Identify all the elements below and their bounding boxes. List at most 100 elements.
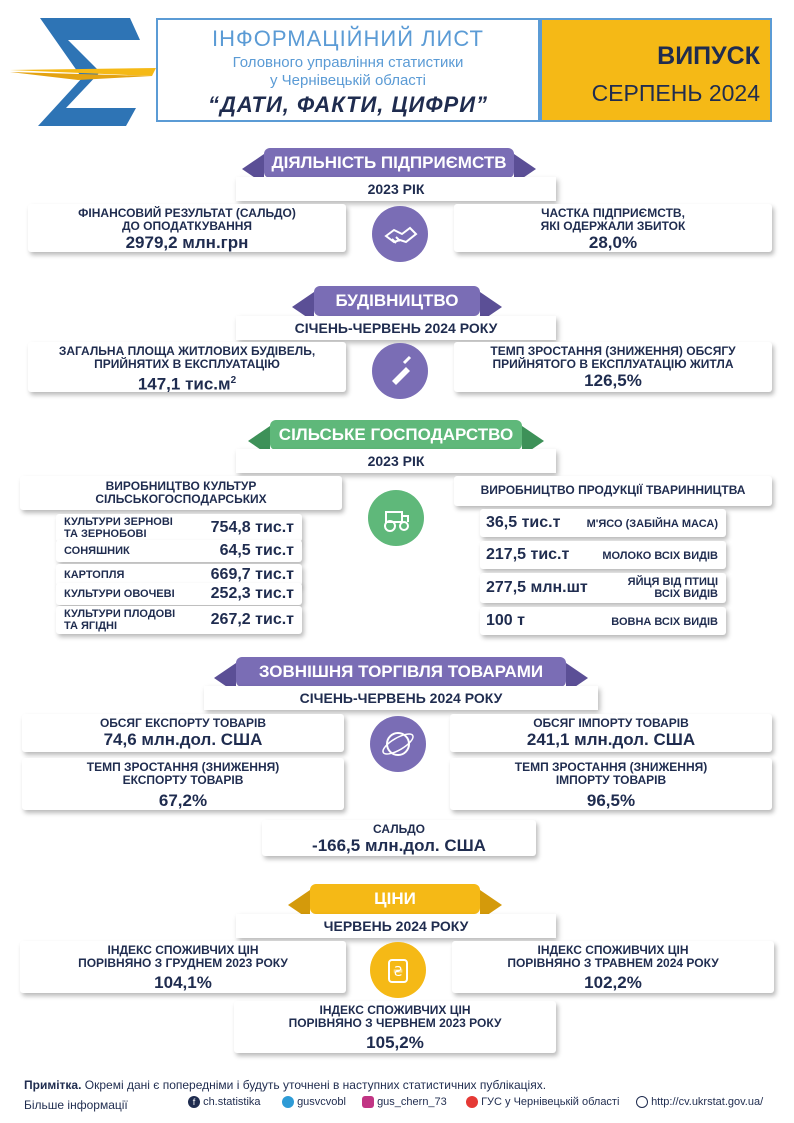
issue-label: ВИПУСК xyxy=(657,42,760,70)
prices-dec-card: ІНДЕКС СПОЖИВЧИХ ЦІН ПОРІВНЯНО З ГРУДНЕМ… xyxy=(20,941,346,993)
livestock-row: 277,5 млн.шт ЯЙЦЯ ВІД ПТИЦІ ВСІХ ВИДІВ xyxy=(480,573,726,603)
header-title: ІНФОРМАЦІЙНИЙ ЛИСТ xyxy=(212,26,484,51)
prices-may-value: 102,2% xyxy=(584,973,642,992)
livestock-label-1: ЯЙЦЯ ВІД ПТИЦІ xyxy=(627,576,718,588)
youtube-link[interactable]: ГУС у Чернівецькій області xyxy=(466,1096,619,1109)
crop-label-1: СОНЯШНИК xyxy=(64,545,130,557)
trade-export-rate-label-1: ТЕМП ЗРОСТАННЯ (ЗНИЖЕННЯ) xyxy=(86,760,280,774)
header-slogan: “ДАТИ, ФАКТИ, ЦИФРИ” xyxy=(207,92,489,117)
youtube-icon xyxy=(466,1096,478,1109)
crop-label-1: КУЛЬТУРИ ПЛОДОВІ xyxy=(64,608,176,620)
enterprises-loss-share-label-2: ЯКІ ОДЕРЖАЛИ ЗБИТОК xyxy=(540,219,686,233)
livestock-value: 277,5 млн.шт xyxy=(486,579,588,596)
livestock-label-1: М'ЯСО (ЗАБІЙНА МАСА) xyxy=(586,518,718,530)
facebook-link[interactable]: f ch.statistika xyxy=(188,1096,261,1109)
trade-import-rate-value: 96,5% xyxy=(586,791,636,810)
agriculture-livestock-title-card: ВИРОБНИЦТВО ПРОДУКЦІЇ ТВАРИННИЦТВА xyxy=(454,476,772,506)
construction-growth-value: 126,5% xyxy=(584,371,642,390)
crop-row: КУЛЬТУРИ ЗЕРНОВІ ТА ЗЕРНОБОВІ 754,8 тис.т xyxy=(56,514,302,542)
livestock-value: 217,5 тис.т xyxy=(486,546,570,563)
web-link[interactable]: http://cv.ukrstat.gov.ua/ xyxy=(636,1096,763,1109)
web-icon xyxy=(636,1096,648,1109)
construction-growth-label-2: ПРИЙНЯТОГО В ЕКСПЛУАТАЦІЮ ЖИТЛА xyxy=(492,357,734,371)
trade-title-ribbon: ЗОВНІШНЯ ТОРГІВЛЯ ТОВАРАМИ xyxy=(214,657,588,693)
crop-value: 267,2 тис.т xyxy=(210,611,294,628)
livestock-value: 36,5 тис.т xyxy=(486,514,561,531)
livestock-label-1: ВОВНА ВСІХ ВИДІВ xyxy=(611,616,718,628)
footer-note-bold: Примітка. xyxy=(24,1078,82,1092)
prices-may-label-2: ПОРІВНЯНО З ТРАВНЕМ 2024 РОКУ xyxy=(507,956,719,970)
agriculture-title: СІЛЬСЬКЕ ГОСПОДАРСТВО xyxy=(270,420,522,450)
crop-row: КАРТОПЛЯ 669,7 тис.т xyxy=(56,564,302,586)
enterprises-title: ДІЯЛЬНІСТЬ ПІДПРИЄМСТВ xyxy=(264,148,514,178)
crop-label-2: ТА ЯГІДНІ xyxy=(64,620,118,632)
hryvnia-coin-icon: ₴ xyxy=(370,942,426,998)
enterprises-financial-result-card: ФІНАНСОВИЙ РЕЗУЛЬТАТ (САЛЬДО) ДО ОПОДАТК… xyxy=(28,204,346,252)
crop-value: 754,8 тис.т xyxy=(210,519,294,536)
issue-date: СЕРПЕНЬ 2024 xyxy=(591,80,760,106)
agriculture-period: 2023 РІК xyxy=(236,449,556,473)
trade-import-label: ОБСЯГ ІМПОРТУ ТОВАРІВ xyxy=(533,716,689,730)
enterprises-loss-share-card: ЧАСТКА ПІДПРИЄМСТВ, ЯКІ ОДЕРЖАЛИ ЗБИТОК … xyxy=(454,204,772,252)
trade-title: ЗОВНІШНЯ ТОРГІВЛЯ ТОВАРАМИ xyxy=(236,657,566,687)
construction-area-label-1: ЗАГАЛЬНА ПЛОЩА ЖИТЛОВИХ БУДІВЕЛЬ, xyxy=(58,344,316,358)
livestock-row: 36,5 тис.т М'ЯСО (ЗАБІЙНА МАСА) xyxy=(480,509,726,537)
construction-title: БУДІВНИЦТВО xyxy=(314,286,480,316)
issue-box: ВИПУСК СЕРПЕНЬ 2024 xyxy=(540,18,772,122)
globe-icon xyxy=(370,716,426,772)
prices-may-label-1: ІНДЕКС СПОЖИВЧИХ ЦІН xyxy=(537,943,689,957)
trade-export-card: ОБСЯГ ЕКСПОРТУ ТОВАРІВ 74,6 млн.дол. США xyxy=(22,714,344,752)
construction-area-unit-sup: 2 xyxy=(230,375,237,386)
trade-export-rate-value: 67,2% xyxy=(158,791,208,810)
agriculture-livestock-title: ВИРОБНИЦТВО ПРОДУКЦІЇ ТВАРИННИЦТВА xyxy=(480,483,746,497)
tractor-icon xyxy=(368,490,424,546)
crop-label-1: КУЛЬТУРИ ОВОЧЕВІ xyxy=(64,588,175,600)
construction-period: СІЧЕНЬ-ЧЕРВЕНЬ 2024 РОКУ xyxy=(236,316,556,340)
trade-import-value: 241,1 млн.дол. США xyxy=(526,730,696,749)
enterprises-financial-result-label-2: ДО ОПОДАТКУВАННЯ xyxy=(121,219,253,233)
prices-jun-card: ІНДЕКС СПОЖИВЧИХ ЦІН ПОРІВНЯНО З ЧЕРВНЕМ… xyxy=(234,1001,556,1053)
construction-area-card: ЗАГАЛЬНА ПЛОЩА ЖИТЛОВИХ БУДІВЕЛЬ, ПРИЙНЯ… xyxy=(28,342,346,394)
construction-growth-label-1: ТЕМП ЗРОСТАННЯ (ЗНИЖЕННЯ) ОБСЯГУ xyxy=(490,344,736,358)
header-subtitle-line1: Головного управління статистики xyxy=(232,54,464,71)
trade-period: СІЧЕНЬ-ЧЕРВЕНЬ 2024 РОКУ xyxy=(204,686,598,710)
prices-jun-label-2: ПОРІВНЯНО З ЧЕРВНЕМ 2023 РОКУ xyxy=(288,1016,502,1030)
prices-dec-label-2: ПОРІВНЯНО З ГРУДНЕМ 2023 РОКУ xyxy=(78,956,288,970)
enterprises-financial-result-value: 2979,2 млн.грн xyxy=(125,233,249,252)
logo xyxy=(8,10,158,128)
prices-dec-value: 104,1% xyxy=(154,973,212,992)
prices-period: ЧЕРВЕНЬ 2024 РОКУ xyxy=(236,914,556,938)
agriculture-crops-title-card: ВИРОБНИЦТВО КУЛЬТУР СІЛЬСЬКОГОСПОДАРСЬКИ… xyxy=(20,476,342,510)
crop-value: 252,3 тис.т xyxy=(210,585,294,602)
crop-row: СОНЯШНИК 64,5 тис.т xyxy=(56,540,302,562)
crop-label-2: ТА ЗЕРНОБОВІ xyxy=(64,528,147,540)
enterprises-title-ribbon: ДІЯЛЬНІСТЬ ПІДПРИЄМСТВ xyxy=(242,148,536,184)
header-subtitle-line2: у Чернівецькій області xyxy=(269,72,426,89)
livestock-row: 217,5 тис.т МОЛОКО ВСІХ ВИДІВ xyxy=(480,541,726,569)
handshake-icon xyxy=(372,206,428,262)
crop-row: КУЛЬТУРИ ПЛОДОВІ ТА ЯГІДНІ 267,2 тис.т xyxy=(56,606,302,634)
livestock-label-1: МОЛОКО ВСІХ ВИДІВ xyxy=(602,550,718,562)
trade-balance-label: САЛЬДО xyxy=(373,822,425,836)
footer-more-info: Більше інформації xyxy=(24,1098,128,1112)
trade-export-rate-card: ТЕМП ЗРОСТАННЯ (ЗНИЖЕННЯ) ЕКСПОРТУ ТОВАР… xyxy=(22,758,344,810)
trade-balance-value: -166,5 млн.дол. США xyxy=(312,836,486,855)
livestock-label-2: ВСІХ ВИДІВ xyxy=(654,588,718,600)
prices-title-ribbon: ЦІНИ xyxy=(288,884,502,920)
trade-balance-card: САЛЬДО -166,5 млн.дол. США xyxy=(262,820,536,856)
crop-value: 669,7 тис.т xyxy=(210,566,294,583)
facebook-icon: f xyxy=(188,1096,200,1109)
svg-text:₴: ₴ xyxy=(393,965,403,980)
crop-label-1: КУЛЬТУРИ ЗЕРНОВІ xyxy=(64,516,173,528)
crop-row: КУЛЬТУРИ ОВОЧЕВІ 252,3 тис.т xyxy=(56,583,302,605)
prices-title: ЦІНИ xyxy=(310,884,480,914)
prices-dec-label-1: ІНДЕКС СПОЖИВЧИХ ЦІН xyxy=(107,943,259,957)
construction-area-label-2: ПРИЙНЯТИХ В ЕКСПЛУАТАЦІЮ xyxy=(94,357,280,371)
instagram-link[interactable]: gus_chern_73 xyxy=(362,1096,447,1109)
agriculture-crops-title-1: ВИРОБНИЦТВО КУЛЬТУР xyxy=(105,479,257,493)
instagram-icon xyxy=(362,1096,374,1109)
enterprises-loss-share-value: 28,0% xyxy=(588,233,638,252)
twitter-link[interactable]: gusvcvobl xyxy=(282,1096,346,1109)
header-title-box: ІНФОРМАЦІЙНИЙ ЛИСТ Головного управління … xyxy=(156,18,540,122)
livestock-row: 100 т ВОВНА ВСІХ ВИДІВ xyxy=(480,607,726,635)
